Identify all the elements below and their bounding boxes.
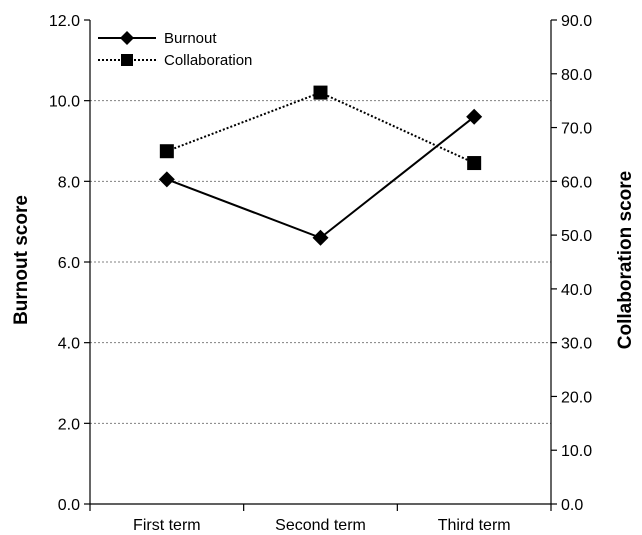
y-tick-label: 2.0 — [58, 416, 80, 433]
y2-tick-label: 70.0 — [561, 121, 592, 138]
series-line-burnout — [166, 116, 475, 239]
y-axis-title: Burnout score — [11, 195, 32, 325]
data-point-square — [159, 144, 174, 159]
data-point-square — [467, 156, 482, 171]
y2-tick-label: 40.0 — [561, 282, 592, 299]
grid-lines — [90, 100, 551, 424]
y2-tick-label: 0.0 — [561, 497, 583, 514]
data-point-diamond — [158, 171, 175, 188]
legend-label-burnout: Burnout — [164, 30, 217, 47]
legend-diamond-icon — [120, 31, 134, 45]
x-tick-label: Second term — [275, 517, 366, 534]
y2-tick-label: 50.0 — [561, 228, 592, 245]
y-tick-label: 0.0 — [58, 497, 80, 514]
series-burnout — [158, 108, 483, 246]
data-point-diamond — [466, 108, 483, 125]
x-tick-label: Third term — [438, 517, 511, 534]
series-collaboration — [159, 85, 482, 171]
y2-tick-label: 90.0 — [561, 13, 592, 30]
y-tick-label: 12.0 — [49, 13, 80, 30]
y-tick-label: 10.0 — [49, 94, 80, 111]
y2-tick-label: 60.0 — [561, 174, 592, 191]
y2-tick-label: 20.0 — [561, 389, 592, 406]
y2-tick-label: 30.0 — [561, 336, 592, 353]
y-tick-label: 6.0 — [58, 255, 80, 272]
data-point-square — [313, 85, 328, 100]
series-layer — [158, 85, 483, 246]
y2-axis-title: Collaboration score — [615, 171, 636, 349]
y-tick-label: 4.0 — [58, 336, 80, 353]
data-point-diamond — [312, 229, 329, 246]
y2-tick-label: 10.0 — [561, 443, 592, 460]
axes: 0.0 2.0 4.0 6.0 8.0 10.0 12.0 0.0 10.0 20.0 30.0 40… — [49, 13, 592, 534]
legend: Burnout Collaboration — [98, 30, 252, 69]
y-tick-label: 8.0 — [58, 174, 80, 191]
legend-label-collaboration: Collaboration — [164, 52, 252, 69]
legend-square-icon — [121, 54, 133, 66]
y2-tick-label: 80.0 — [561, 67, 592, 84]
x-tick-label: First term — [133, 517, 201, 534]
